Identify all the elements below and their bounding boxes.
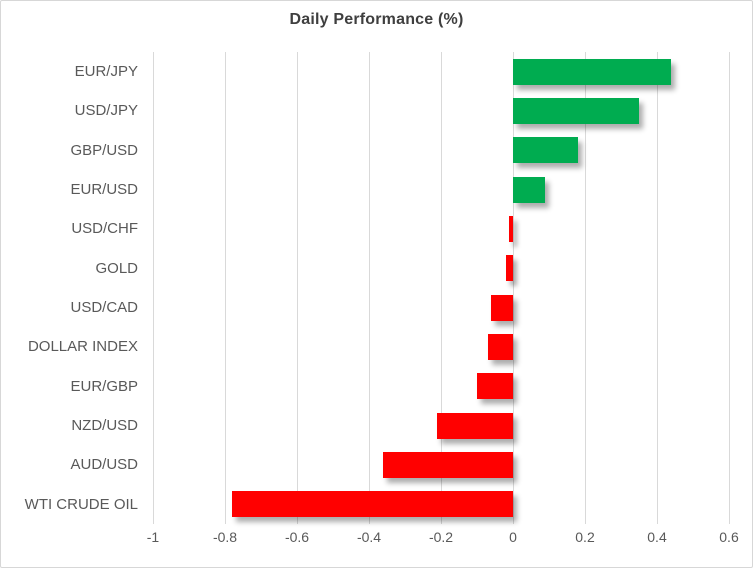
- y-axis-label-nzd-usd: NZD/USD: [71, 417, 138, 435]
- y-axis: EUR/JPY USD/JPY GBP/USD EUR/USD USD/CHF GOLD U…: [1, 52, 145, 524]
- y-axis-label-eur-gbp: EUR/GBP: [70, 377, 138, 395]
- y-axis-label-usd-chf: USD/CHF: [71, 220, 138, 238]
- y-axis-label-eur-usd: EUR/USD: [70, 181, 138, 199]
- y-axis-label-gbp-usd: GBP/USD: [70, 141, 138, 159]
- bar-eur-jpy: [513, 58, 672, 85]
- x-axis-tick-label: -0.4: [356, 529, 382, 545]
- gridline: [656, 52, 658, 524]
- x-axis-tick-label: 0: [509, 529, 517, 545]
- y-axis-label-usd-cad: USD/CAD: [70, 299, 138, 317]
- bar-eur-usd: [513, 176, 546, 203]
- bar-aud-usd: [383, 452, 513, 478]
- bar-usd-cad: [491, 294, 513, 321]
- x-axis: -1 -0.8 -0.6 -0.4 -0.2 0 0.2 0.4 0.6: [147, 529, 739, 553]
- x-axis-tick-label: -0.6: [284, 529, 310, 545]
- gridline: [512, 52, 514, 524]
- y-axis-label-usd-jpy: USD/JPY: [74, 102, 138, 120]
- chart-title: Daily Performance (%): [289, 11, 464, 28]
- x-axis-tick-label: 0.2: [575, 529, 595, 545]
- bar-gbp-usd: [513, 137, 578, 164]
- y-axis-label-dollar-index: DOLLAR INDEX: [27, 338, 138, 356]
- y-axis-label-gold: GOLD: [95, 259, 138, 277]
- y-axis-label-eur-jpy: EUR/JPY: [74, 63, 138, 81]
- bar-eur-gbp: [477, 373, 513, 400]
- bar-dollar-index: [487, 334, 513, 360]
- bar-wti-crude-oil: [232, 491, 513, 518]
- x-axis-tick-label: -1: [146, 529, 160, 545]
- gridline: [152, 52, 154, 524]
- x-axis-tick-label: 0.6: [719, 529, 739, 545]
- bar-usd-chf: [509, 216, 513, 242]
- x-axis-tick-label: 0.4: [647, 529, 667, 545]
- gridline: [368, 52, 370, 524]
- bar-gold: [505, 255, 513, 282]
- gridline: [224, 52, 226, 524]
- gridline: [296, 52, 298, 524]
- y-axis-label-aud-usd: AUD/USD: [70, 456, 138, 474]
- gridline: [440, 52, 442, 524]
- plot-area: [152, 52, 730, 524]
- x-axis-tick-label: -0.2: [428, 529, 454, 545]
- gridline: [584, 52, 586, 524]
- y-axis-label-wti-crude-oil: WTI CRUDE OIL: [24, 495, 138, 513]
- gridline: [728, 52, 730, 524]
- x-axis-tick-label: -0.8: [212, 529, 238, 545]
- bar-nzd-usd: [437, 412, 513, 439]
- bar-usd-jpy: [513, 98, 639, 124]
